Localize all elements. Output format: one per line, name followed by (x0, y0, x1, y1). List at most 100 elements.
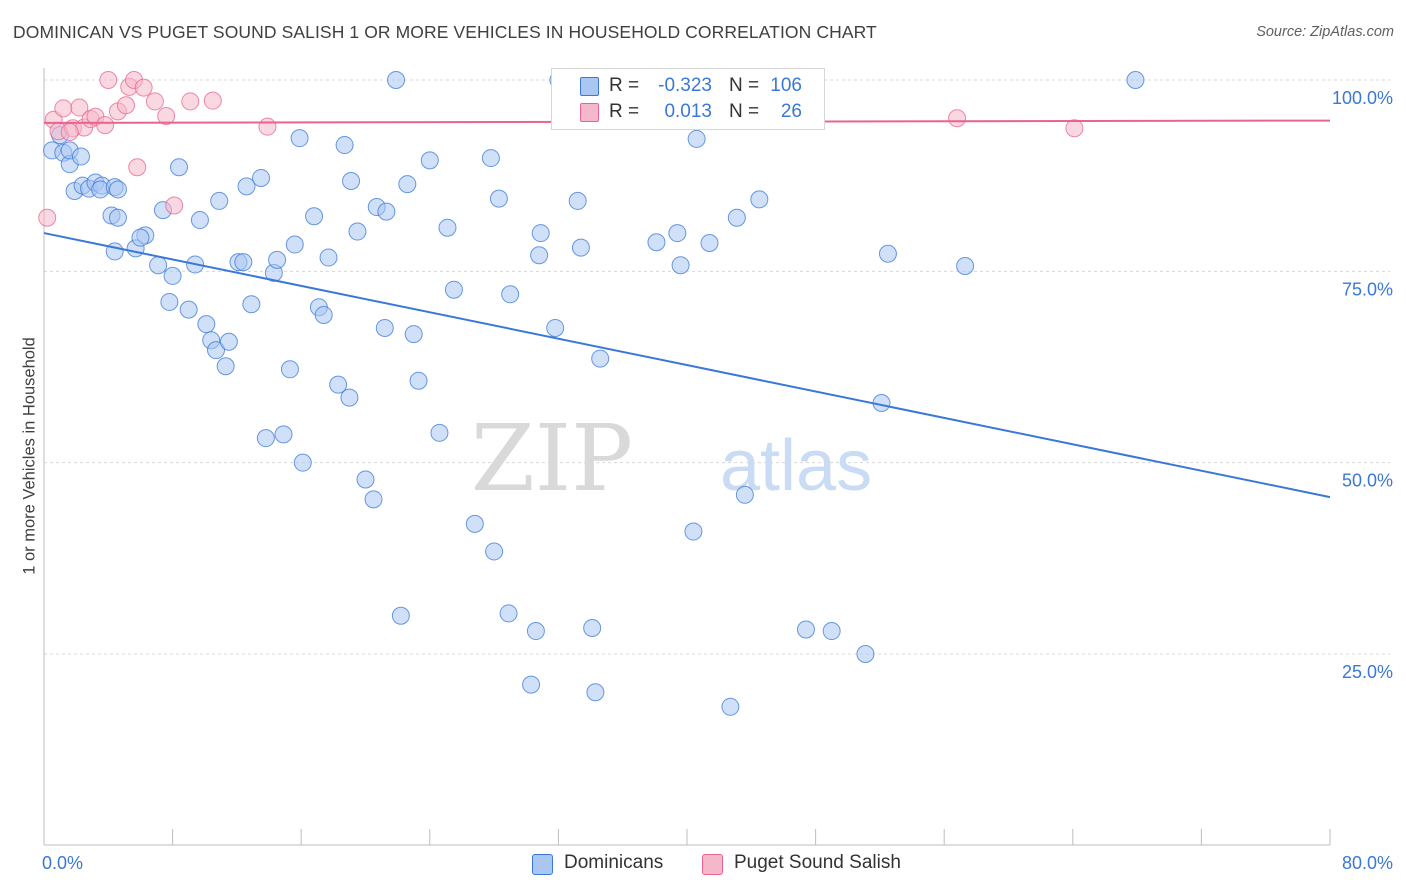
y-tick-label: 25.0% (1342, 662, 1393, 682)
puget-sound-salish-point (60, 123, 79, 142)
dominicans-point (290, 129, 309, 148)
dominicans-point (526, 622, 545, 641)
dominicans-point (481, 149, 500, 168)
dominicans-point (583, 618, 602, 637)
y-tick-label: 50.0% (1342, 471, 1393, 491)
dominicans-point (530, 246, 549, 265)
legend-swatch-blue (580, 77, 599, 96)
dominicans-point (591, 349, 610, 368)
dominicans-point (71, 147, 90, 166)
dominicans-point (340, 388, 359, 407)
dominicans-point (531, 224, 550, 243)
dominicans-point (546, 318, 565, 337)
dominicans-point (404, 325, 423, 344)
dominicans-point (485, 542, 504, 561)
dominicans-point (364, 490, 383, 509)
dominicans-point (210, 191, 229, 210)
dominicans-point (420, 151, 439, 170)
legend-swatch-pink (580, 103, 599, 122)
dominicans-point (489, 189, 508, 208)
dominicans-point (391, 606, 410, 625)
dominicans-point (647, 233, 666, 252)
legend-label: Dominicans (564, 852, 664, 873)
dominicans-point (501, 285, 520, 304)
puget-sound-salish-point (38, 208, 57, 227)
dominicans-point (568, 191, 587, 210)
dominicans-point (822, 622, 841, 641)
dominicans-point (856, 645, 875, 663)
n-label: N = (729, 75, 760, 96)
dominicans-point (348, 222, 367, 241)
dominicans-point (108, 208, 127, 227)
dominicans-point (356, 470, 375, 489)
dominicans-point (409, 371, 428, 390)
puget-sound-salish-point (116, 96, 135, 115)
dominicans-point (438, 218, 457, 237)
r-label: R = (609, 101, 640, 122)
puget-sound-salish-point (181, 92, 200, 111)
y-tick-label: 100.0% (1332, 88, 1393, 108)
stats-row-dominicans: R = -0.323 N = 106 (552, 73, 824, 99)
dominicans-point (305, 207, 324, 226)
puget-sound-salish-point (134, 78, 153, 97)
trend-lines (43, 119, 1331, 499)
y-tick-label: 75.0% (1342, 279, 1393, 299)
dominicans-point (314, 305, 333, 324)
dominicans-point (216, 357, 235, 376)
dominicans-point (274, 425, 293, 444)
grid-lines (44, 79, 1390, 655)
puget-sound-salish-point (145, 92, 164, 111)
dominicans-point (190, 211, 209, 230)
dominicans-point (329, 375, 348, 394)
legend-swatch-blue (532, 854, 553, 875)
dominicans-point (108, 180, 127, 199)
n-label: N = (729, 101, 760, 122)
dominicans-point (160, 292, 179, 311)
dominicans-point (878, 244, 897, 263)
dominicans-point (319, 248, 338, 267)
dominicans-point (149, 256, 168, 275)
dominicans-point (571, 238, 590, 257)
dominicans-point (465, 514, 484, 533)
dominicans-point (586, 683, 605, 702)
dominicans-point (219, 332, 238, 351)
dominicans-point (522, 675, 541, 694)
dominicans-point (207, 341, 226, 360)
dominicans-point (237, 177, 256, 196)
dominicans-point (335, 136, 354, 155)
dominicans-point (342, 172, 361, 191)
dominicans-point (256, 429, 275, 448)
watermark: ZIP atlas (471, 405, 872, 512)
dominicans-point (687, 129, 706, 148)
dominicans-point (280, 360, 299, 379)
dominicans-point (234, 253, 253, 272)
n-value: 106 (770, 75, 802, 96)
dominicans-point (387, 71, 406, 89)
dominicans-point (197, 315, 216, 334)
puget-sound-salish-point (70, 98, 89, 117)
dominicans-point (430, 423, 449, 442)
puget-sound-salish-point (128, 158, 147, 177)
stats-legend: R = -0.323 N = 106 R = 0.013 N = 26 (551, 68, 825, 130)
puget-sound-salish-point (1065, 119, 1084, 138)
dominicans-point (268, 250, 287, 269)
dominicans-point (293, 453, 312, 472)
dominicans-point (668, 224, 687, 243)
legend-swatch-pink (702, 854, 723, 875)
r-value: 0.013 (664, 101, 712, 122)
dominicans-point (735, 485, 754, 504)
dominicans-point (375, 318, 394, 337)
dominicans-point (499, 604, 518, 623)
dominicans-point (377, 202, 396, 221)
dominicans-point (242, 295, 261, 314)
dominicans-point (444, 280, 463, 299)
dominicans-point (163, 266, 182, 285)
puget-sound-salish-point (203, 91, 222, 110)
n-value: 26 (780, 101, 802, 122)
puget-sound-salish-point (165, 196, 184, 215)
data-points (38, 71, 1145, 716)
puget-sound-salish-point (96, 116, 115, 135)
puget-sound-salish-point (948, 109, 967, 128)
axes (43, 68, 1331, 846)
